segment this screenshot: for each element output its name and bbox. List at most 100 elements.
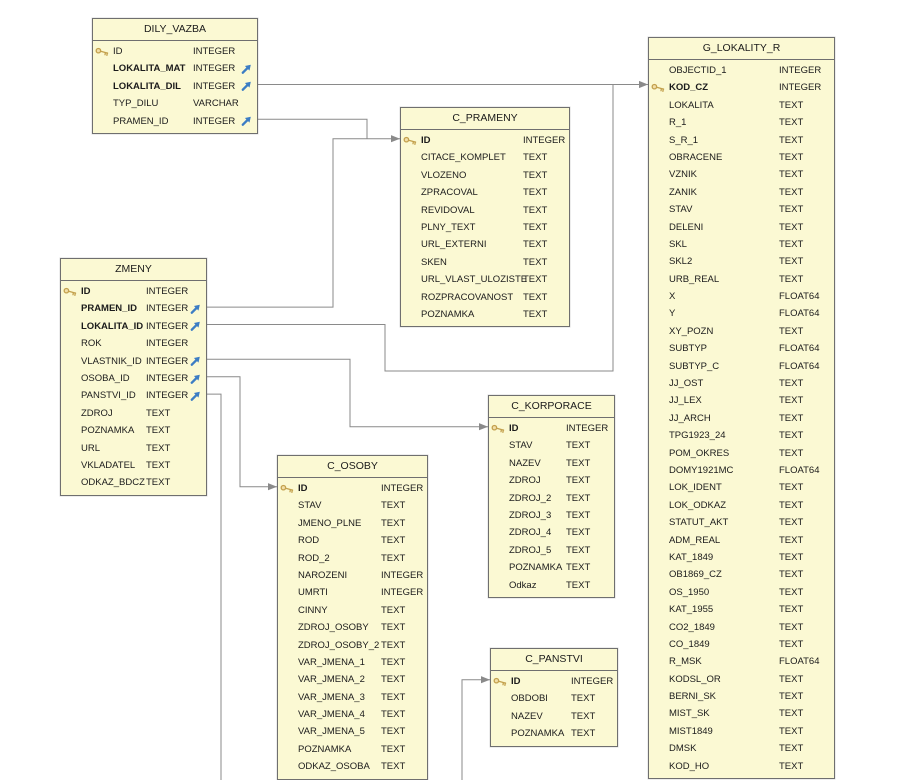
field-row-SUBTYP[interactable]: SUBTYP FLOAT64: [649, 340, 834, 357]
field-row-VAR_JMENA_3[interactable]: VAR_JMENA_3 TEXT: [278, 689, 427, 706]
field-row-VAR_JMENA_4[interactable]: VAR_JMENA_4 TEXT: [278, 706, 427, 723]
field-row-SUBTYP_C[interactable]: SUBTYP_C FLOAT64: [649, 358, 834, 375]
field-row-R_MSK[interactable]: R_MSK FLOAT64: [649, 653, 834, 670]
field-row-POZNAMKA[interactable]: POZNAMKA TEXT: [278, 741, 427, 758]
field-row-ZDROJ_5[interactable]: ZDROJ_5 TEXT: [489, 542, 614, 559]
field-row-OB1869_CZ[interactable]: OB1869_CZ TEXT: [649, 566, 834, 583]
field-row-SKL2[interactable]: SKL2 TEXT: [649, 253, 834, 270]
field-row-ID[interactable]: ID INTEGER: [491, 673, 617, 690]
field-row-JJ_LEX[interactable]: JJ_LEX TEXT: [649, 392, 834, 409]
field-row-BERNI_SK[interactable]: BERNI_SK TEXT: [649, 688, 834, 705]
table-DILY_VAZBA[interactable]: DILY_VAZBA ID INTEGER LOKALITA_MAT INTEGER LO…: [92, 18, 258, 134]
field-row-ID[interactable]: ID INTEGER: [489, 420, 614, 437]
field-row-CITACE_KOMPLET[interactable]: CITACE_KOMPLET TEXT: [401, 149, 569, 166]
field-row-VLOZENO[interactable]: VLOZENO TEXT: [401, 167, 569, 184]
field-row-XY_POZN[interactable]: XY_POZN TEXT: [649, 323, 834, 340]
field-row-ROK[interactable]: ROK INTEGER: [61, 335, 206, 352]
field-row-SKL[interactable]: SKL TEXT: [649, 236, 834, 253]
field-row-ID[interactable]: ID INTEGER: [278, 480, 427, 497]
field-row-R_1[interactable]: R_1 TEXT: [649, 114, 834, 131]
field-row-OBJECTID_1[interactable]: OBJECTID_1 INTEGER: [649, 62, 834, 79]
field-row-KOD_CZ[interactable]: KOD_CZ INTEGER: [649, 79, 834, 96]
field-row-ZANIK[interactable]: ZANIK TEXT: [649, 184, 834, 201]
field-row-LOKALITA[interactable]: LOKALITA TEXT: [649, 97, 834, 114]
table-title[interactable]: C_PRAMENY: [401, 108, 569, 130]
table-title[interactable]: C_OSOBY: [278, 456, 427, 478]
field-row-STAV[interactable]: STAV TEXT: [489, 437, 614, 454]
field-row-STAV[interactable]: STAV TEXT: [278, 497, 427, 514]
field-row-LOKALITA_MAT[interactable]: LOKALITA_MAT INTEGER: [93, 60, 257, 77]
field-row-PRAMEN_ID[interactable]: PRAMEN_ID INTEGER: [93, 113, 257, 130]
field-row-Y[interactable]: Y FLOAT64: [649, 305, 834, 322]
field-row-ZDROJ_3[interactable]: ZDROJ_3 TEXT: [489, 507, 614, 524]
field-row-REVIDOVAL[interactable]: REVIDOVAL TEXT: [401, 202, 569, 219]
field-row-S_R_1[interactable]: S_R_1 TEXT: [649, 132, 834, 149]
field-row-VZNIK[interactable]: VZNIK TEXT: [649, 166, 834, 183]
field-row-OS_1950[interactable]: OS_1950 TEXT: [649, 584, 834, 601]
field-row-CO2_1849[interactable]: CO2_1849 TEXT: [649, 619, 834, 636]
field-row-VKLADATEL[interactable]: VKLADATEL TEXT: [61, 457, 206, 474]
field-row-LOKALITA_DIL[interactable]: LOKALITA_DIL INTEGER: [93, 78, 257, 95]
field-row-DELENI[interactable]: DELENI TEXT: [649, 219, 834, 236]
field-row-ZDROJ_2[interactable]: ZDROJ_2 TEXT: [489, 490, 614, 507]
table-title[interactable]: DILY_VAZBA: [93, 19, 257, 41]
field-row-KODSL_OR[interactable]: KODSL_OR TEXT: [649, 671, 834, 688]
field-row-ZDROJ[interactable]: ZDROJ TEXT: [61, 405, 206, 422]
field-row-OBDOBI[interactable]: OBDOBI TEXT: [491, 690, 617, 707]
field-row-POZNAMKA[interactable]: POZNAMKA TEXT: [491, 725, 617, 742]
field-row-Odkaz[interactable]: Odkaz TEXT: [489, 577, 614, 594]
field-row-POZNAMKA[interactable]: POZNAMKA TEXT: [489, 559, 614, 576]
field-row-NAROZENI[interactable]: NAROZENI INTEGER: [278, 567, 427, 584]
field-row-NAZEV[interactable]: NAZEV TEXT: [491, 708, 617, 725]
field-row-URL[interactable]: URL TEXT: [61, 440, 206, 457]
field-row-CINNY[interactable]: CINNY TEXT: [278, 602, 427, 619]
field-row-LOK_IDENT[interactable]: LOK_IDENT TEXT: [649, 479, 834, 496]
field-row-CO_1849[interactable]: CO_1849 TEXT: [649, 636, 834, 653]
field-row-TYP_DILU[interactable]: TYP_DILU VARCHAR: [93, 95, 257, 112]
field-row-JJ_OST[interactable]: JJ_OST TEXT: [649, 375, 834, 392]
field-row-MIST_SK[interactable]: MIST_SK TEXT: [649, 705, 834, 722]
field-row-ODKAZ_BDCZ[interactable]: ODKAZ_BDCZ TEXT: [61, 474, 206, 491]
field-row-PLNY_TEXT[interactable]: PLNY_TEXT TEXT: [401, 219, 569, 236]
field-row-OBRACENE[interactable]: OBRACENE TEXT: [649, 149, 834, 166]
table-title[interactable]: G_LOKALITY_R: [649, 38, 834, 60]
field-row-PANSTVI_ID[interactable]: PANSTVI_ID INTEGER: [61, 387, 206, 404]
field-row-URL_VLAST_ULOZISTE[interactable]: URL_VLAST_ULOZISTE TEXT: [401, 271, 569, 288]
field-row-LOKALITA_ID[interactable]: LOKALITA_ID INTEGER: [61, 318, 206, 335]
field-row-ROD_2[interactable]: ROD_2 TEXT: [278, 550, 427, 567]
field-row-POM_OKRES[interactable]: POM_OKRES TEXT: [649, 445, 834, 462]
field-row-X[interactable]: X FLOAT64: [649, 288, 834, 305]
table-title[interactable]: C_PANSTVI: [491, 649, 617, 671]
table-C_PRAMENY[interactable]: C_PRAMENY ID INTEGER CITACE_KOMPLET TEXT VLOZ…: [400, 107, 570, 328]
field-row-ODKAZ_OSOBA[interactable]: ODKAZ_OSOBA TEXT: [278, 758, 427, 775]
field-row-VAR_JMENA_1[interactable]: VAR_JMENA_1 TEXT: [278, 654, 427, 671]
table-C_OSOBY[interactable]: C_OSOBY ID INTEGER STAV TEXT JMENO_PLNE TEXT RO…: [277, 455, 428, 780]
table-title[interactable]: ZMENY: [61, 259, 206, 281]
field-row-ZDROJ[interactable]: ZDROJ TEXT: [489, 472, 614, 489]
field-row-LOK_ODKAZ[interactable]: LOK_ODKAZ TEXT: [649, 497, 834, 514]
field-row-ROD[interactable]: ROD TEXT: [278, 532, 427, 549]
field-row-DMSK[interactable]: DMSK TEXT: [649, 740, 834, 757]
field-row-URL_EXTERNI[interactable]: URL_EXTERNI TEXT: [401, 236, 569, 253]
field-row-ID[interactable]: ID INTEGER: [61, 283, 206, 300]
field-row-OSOBA_ID[interactable]: OSOBA_ID INTEGER: [61, 370, 206, 387]
field-row-JJ_ARCH[interactable]: JJ_ARCH TEXT: [649, 410, 834, 427]
field-row-KAT_1849[interactable]: KAT_1849 TEXT: [649, 549, 834, 566]
field-row-ZDROJ_OSOBY_2[interactable]: ZDROJ_OSOBY_2 TEXT: [278, 637, 427, 654]
field-row-POZNAMKA[interactable]: POZNAMKA TEXT: [61, 422, 206, 439]
field-row-POZNAMKA[interactable]: POZNAMKA TEXT: [401, 306, 569, 323]
field-row-VLASTNIK_ID[interactable]: VLASTNIK_ID INTEGER: [61, 353, 206, 370]
field-row-STATUT_AKT[interactable]: STATUT_AKT TEXT: [649, 514, 834, 531]
table-G_LOKALITY_R[interactable]: G_LOKALITY_R OBJECTID_1 INTEGER KOD_CZ INTEG…: [648, 37, 835, 780]
field-row-SKEN[interactable]: SKEN TEXT: [401, 254, 569, 271]
field-row-KOD_HO[interactable]: KOD_HO TEXT: [649, 758, 834, 775]
field-row-ZPRACOVAL[interactable]: ZPRACOVAL TEXT: [401, 184, 569, 201]
field-row-ADM_REAL[interactable]: ADM_REAL TEXT: [649, 532, 834, 549]
field-row-ID[interactable]: ID INTEGER: [401, 132, 569, 149]
field-row-TPG1923_24[interactable]: TPG1923_24 TEXT: [649, 427, 834, 444]
field-row-URB_REAL[interactable]: URB_REAL TEXT: [649, 271, 834, 288]
field-row-ID[interactable]: ID INTEGER: [93, 43, 257, 60]
field-row-JMENO_PLNE[interactable]: JMENO_PLNE TEXT: [278, 515, 427, 532]
field-row-KAT_1955[interactable]: KAT_1955 TEXT: [649, 601, 834, 618]
field-row-MIST1849[interactable]: MIST1849 TEXT: [649, 723, 834, 740]
